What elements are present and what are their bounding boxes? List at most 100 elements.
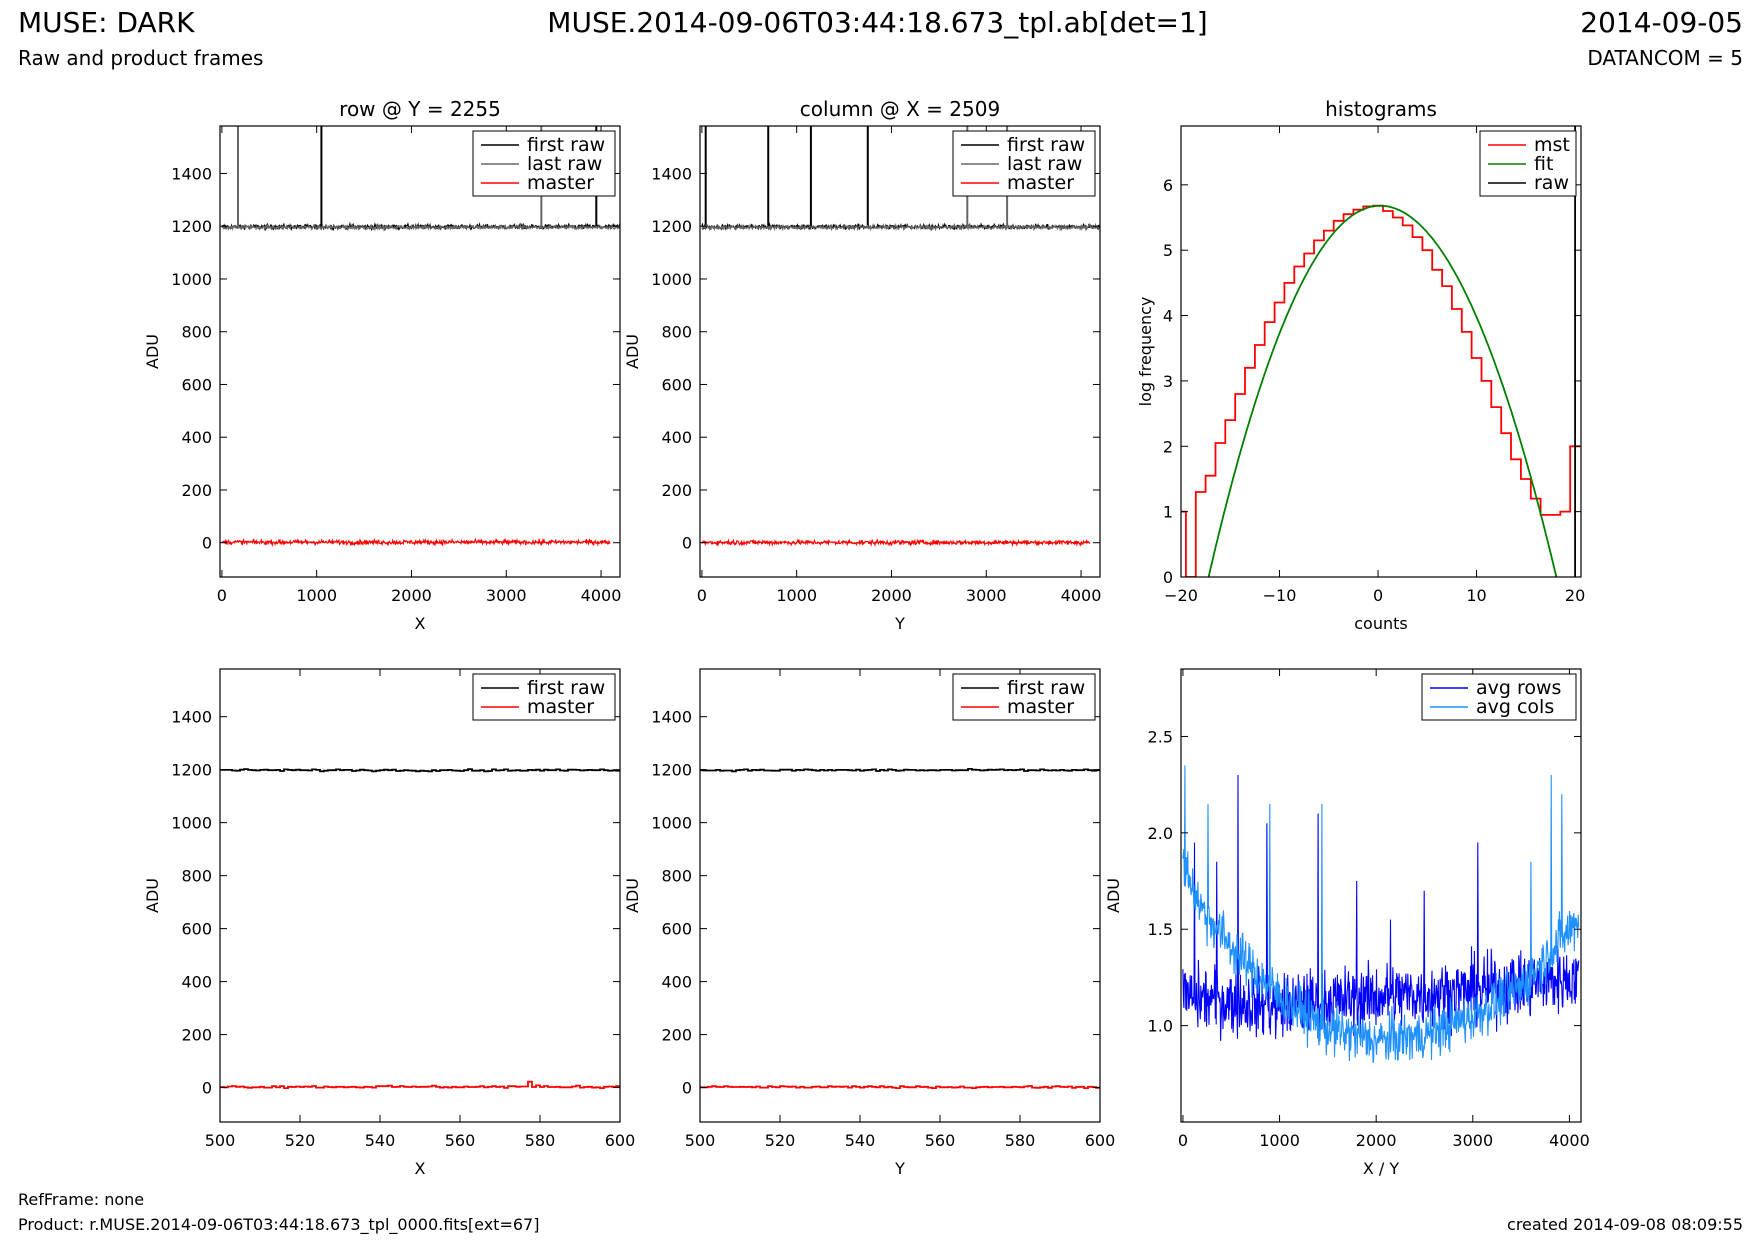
y-tick-label: 1400 xyxy=(171,164,212,183)
y-tick-label: 1200 xyxy=(651,761,692,780)
y-tick-label: 400 xyxy=(181,428,212,447)
series-line xyxy=(701,538,1091,548)
y-tick-label: 1400 xyxy=(651,164,692,183)
y-tick-label: 800 xyxy=(661,867,692,886)
x-tick-label: 10 xyxy=(1466,586,1486,605)
y-tick-label: 1000 xyxy=(171,270,212,289)
x-axis-label: Y xyxy=(894,614,905,633)
x-tick-label: 4000 xyxy=(1549,1131,1590,1150)
plot-area xyxy=(700,768,1100,1089)
y-tick-label: 800 xyxy=(661,323,692,342)
plot-area xyxy=(220,768,620,1089)
x-tick-label: 3000 xyxy=(966,586,1007,605)
y-tick-label: 1000 xyxy=(651,270,692,289)
y-axis-label: ADU xyxy=(143,334,162,369)
x-tick-label: 540 xyxy=(845,1131,876,1150)
x-axis-label: counts xyxy=(1354,614,1407,633)
y-tick-label: 400 xyxy=(181,973,212,992)
x-tick-label: 20 xyxy=(1565,586,1585,605)
y-tick-label: 600 xyxy=(661,920,692,939)
y-tick-label: 400 xyxy=(661,973,692,992)
x-tick-label: 520 xyxy=(765,1131,796,1150)
x-tick-label: 500 xyxy=(205,1131,236,1150)
legend-label: master xyxy=(1007,696,1074,718)
x-tick-label: 540 xyxy=(365,1131,396,1150)
legend-label: first raw xyxy=(1007,677,1085,699)
x-tick-label: −20 xyxy=(1164,586,1198,605)
x-axis-label: Y xyxy=(894,1159,905,1178)
y-axis-label: ADU xyxy=(1104,878,1123,913)
series-line xyxy=(220,768,620,773)
page-title: MUSE: DARK xyxy=(18,6,195,39)
series-fit xyxy=(1207,204,1558,577)
series-line xyxy=(700,1085,1100,1089)
x-tick-label: 1000 xyxy=(776,586,817,605)
x-tick-label: 580 xyxy=(525,1131,556,1150)
legend-label: first raw xyxy=(1007,134,1085,156)
refframe-label: RefFrame: none xyxy=(18,1190,145,1209)
y-tick-label: 1200 xyxy=(171,761,212,780)
series-line xyxy=(220,1080,620,1089)
x-tick-label: 600 xyxy=(1085,1131,1116,1150)
x-tick-label: 560 xyxy=(445,1131,476,1150)
series-line xyxy=(221,223,620,232)
created-label: created 2014-09-08 08:09:55 xyxy=(1507,1215,1743,1234)
y-tick-label: 600 xyxy=(181,920,212,939)
y-tick-label: 800 xyxy=(181,323,212,342)
series-line xyxy=(221,537,611,547)
y-tick-label: 3 xyxy=(1163,372,1173,391)
y-tick-label: 800 xyxy=(181,867,212,886)
plot-area xyxy=(1181,126,1580,577)
legend-box xyxy=(1479,130,1577,197)
legend-label: avg rows xyxy=(1476,677,1561,699)
x-tick-label: 3000 xyxy=(1452,1131,1493,1150)
x-tick-label: 600 xyxy=(605,1131,636,1150)
y-tick-label: 1400 xyxy=(171,708,212,727)
x-tick-label: 1000 xyxy=(1259,1131,1300,1150)
y-tick-label: 1 xyxy=(1163,503,1173,522)
plot-frame xyxy=(1180,125,1582,578)
legend-label: first raw xyxy=(527,677,605,699)
y-tick-label: 200 xyxy=(181,481,212,500)
y-tick-label: 1400 xyxy=(651,708,692,727)
page-subtitle: Raw and product frames xyxy=(18,46,264,70)
x-tick-label: 0 xyxy=(1373,586,1383,605)
y-axis-label: ADU xyxy=(143,878,162,913)
chart-title: row @ Y = 2255 xyxy=(339,97,501,121)
y-tick-label: 600 xyxy=(181,375,212,394)
series-line xyxy=(700,768,1100,773)
x-tick-label: 0 xyxy=(1178,1131,1188,1150)
chart-row: 0 1000 2000 3000 4000 0 200 400 600 800 1000 1200 14… xyxy=(143,97,621,633)
x-tick-label: −10 xyxy=(1263,586,1297,605)
legend-label: fit xyxy=(1534,153,1553,175)
y-tick-label: 0 xyxy=(202,1079,212,1098)
x-tick-label: 520 xyxy=(285,1131,316,1150)
legend-label: first raw xyxy=(527,134,605,156)
x-tick-label: 4000 xyxy=(581,586,622,605)
chart-histograms: −20 −10 0 10 20 0 1 2 3 4 5 6 histograms counts log fr… xyxy=(1136,97,1585,633)
legend-box xyxy=(952,673,1096,721)
chart-title: histograms xyxy=(1325,97,1437,121)
chart-row-zoom: 500 520 540 560 580 600 0 200 400 600 800 1000 1200 1… xyxy=(143,668,636,1178)
legend-label: master xyxy=(527,696,594,718)
y-tick-label: 1000 xyxy=(651,814,692,833)
legend-label: avg cols xyxy=(1476,696,1554,718)
y-axis-label: ADU xyxy=(623,878,642,913)
x-tick-label: 2000 xyxy=(1356,1131,1397,1150)
series-avg-cols xyxy=(1182,765,1580,1063)
y-tick-label: 0 xyxy=(202,534,212,553)
y-tick-label: 600 xyxy=(661,375,692,394)
legend-label: master xyxy=(1007,172,1074,194)
x-tick-label: 560 xyxy=(925,1131,956,1150)
datancom-label: DATANCOM = 5 xyxy=(1587,46,1743,70)
x-tick-label: 4000 xyxy=(1061,586,1102,605)
x-tick-label: 1000 xyxy=(296,586,337,605)
chart-column: 0 1000 2000 3000 4000 0 200 400 600 800 1000 1200 14… xyxy=(623,97,1101,633)
plot-frame xyxy=(699,668,1101,1123)
y-tick-label: 4 xyxy=(1163,307,1173,326)
legend-label: last raw xyxy=(1007,153,1082,175)
